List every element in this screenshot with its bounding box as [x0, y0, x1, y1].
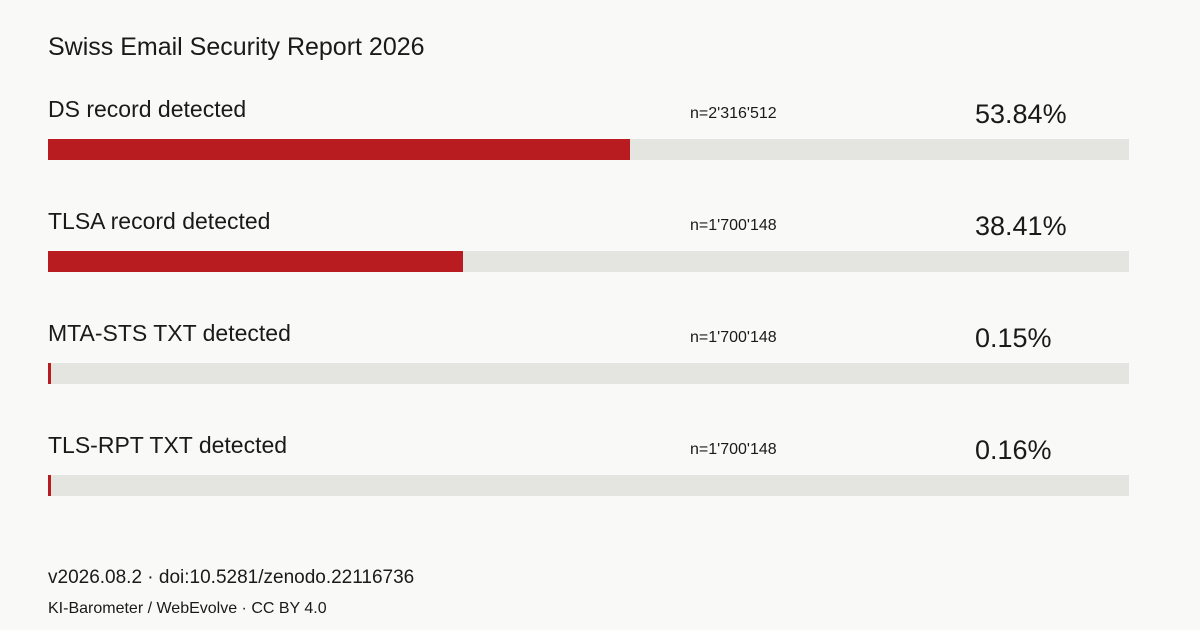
- bar-track: [48, 475, 1129, 496]
- bar-row: MTA-STS TXT detected n=1'700'148 0.15%: [0, 319, 1200, 419]
- sample-size: n=1'700'148: [690, 217, 777, 234]
- percent-value: 0.16%: [975, 435, 1052, 465]
- bar-track: [48, 251, 1129, 272]
- bar-fill: [48, 251, 464, 272]
- percent-value: 0.15%: [975, 323, 1052, 353]
- bar-track: [48, 139, 1129, 160]
- sample-size: n=1'700'148: [690, 329, 777, 346]
- percent-value: 38.41%: [975, 211, 1067, 241]
- bar-row: DS record detected n=2'316'512 53.84%: [0, 95, 1200, 195]
- bar-fill: [48, 363, 51, 384]
- footer-version-doi: v2026.08.2 · doi:10.5281/zenodo.22116736: [48, 567, 415, 588]
- chart-title: Swiss Email Security Report 2026: [48, 33, 425, 61]
- footer-credits: KI-Barometer / WebEvolve · CC BY 4.0: [48, 600, 327, 617]
- bar-fill: [48, 475, 51, 496]
- bar-row: TLS-RPT TXT detected n=1'700'148 0.16%: [0, 431, 1200, 531]
- bar-label: DS record detected: [48, 96, 247, 122]
- sample-size: n=2'316'512: [690, 105, 777, 122]
- bar-label: MTA-STS TXT detected: [48, 320, 291, 346]
- bar-label: TLS-RPT TXT detected: [48, 432, 288, 458]
- bar-track: [48, 363, 1129, 384]
- bar-row: TLSA record detected n=1'700'148 38.41%: [0, 207, 1200, 307]
- bar-fill: [48, 139, 630, 160]
- sample-size: n=1'700'148: [690, 441, 777, 458]
- percent-value: 53.84%: [975, 99, 1067, 129]
- bar-label: TLSA record detected: [48, 208, 271, 234]
